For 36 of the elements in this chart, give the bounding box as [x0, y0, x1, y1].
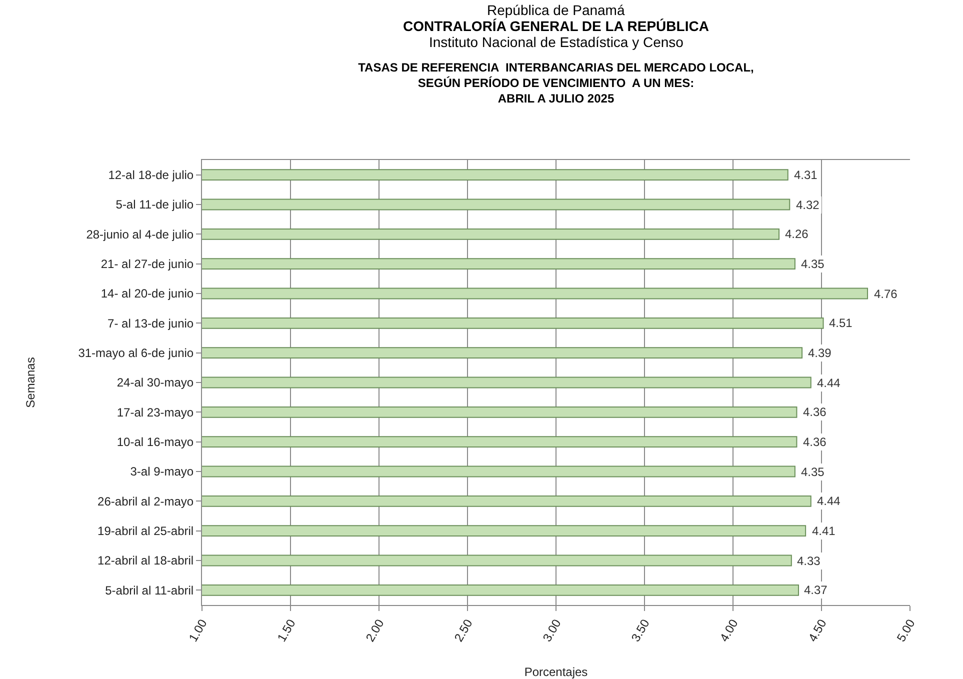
- y-axis-title: Semanas: [23, 357, 38, 408]
- y-tick-label: 5-al 11-de julio: [116, 198, 194, 212]
- y-tick-label: 5-abril al 11-abril: [105, 583, 194, 598]
- data-label: 4.32: [796, 198, 820, 212]
- data-label: 4.36: [803, 435, 827, 449]
- y-tick-label: 19-abril al 25-abril: [98, 524, 194, 538]
- y-tick-label: 26-abril al 2-mayo: [98, 494, 194, 508]
- y-tick-label: 21- al 27-de junio: [100, 257, 194, 272]
- y-tick-label: 28-junio al 4-de julio: [86, 227, 194, 242]
- y-tick-label: 12-al 18-de julio: [108, 168, 194, 182]
- data-label: 4.44: [817, 376, 841, 390]
- data-label: 4.41: [812, 524, 836, 538]
- text: República de Panamá: [487, 2, 625, 18]
- y-tick-label: 24-al 30-mayo: [116, 376, 194, 390]
- y-tick-label: 3-al 9-mayo: [130, 464, 194, 479]
- data-label: 4.39: [808, 346, 832, 360]
- data-label: 4.44: [817, 494, 841, 508]
- data-label: 4.33: [797, 554, 821, 568]
- data-label: 4.51: [829, 316, 853, 330]
- data-label: 4.35: [801, 465, 825, 479]
- y-tick-label: 7- al 13-de junio: [108, 316, 194, 330]
- chart-title: TASAS DE REFERENCIA INTERBANCARIAS DEL MERCADO LOCAL, SEGÚN PERÍODO DE VENCIMIENTO A UN MES: ABRIL A JULIO 2025: [358, 60, 754, 106]
- data-label: 4.36: [803, 405, 827, 419]
- data-label: 4.26: [785, 227, 809, 241]
- data-label: 4.31: [794, 168, 818, 182]
- y-tick-label: 31-mayo al 6-de junio: [78, 346, 194, 360]
- x-axis-title: Porcentajes: [524, 665, 588, 679]
- y-tick-label: 17-al 23-mayo: [116, 405, 194, 420]
- text: CONTRALORÍA GENERAL DE LA REPÚBLICA: [403, 18, 709, 34]
- text: Instituto Nacional de Estadística y Censo: [429, 34, 684, 50]
- y-tick-label: 10-al 16-mayo: [116, 435, 194, 450]
- y-tick-label: 14- al 20-de junio: [100, 286, 194, 301]
- data-label: 4.37: [804, 583, 828, 597]
- data-label: 4.76: [874, 287, 898, 301]
- data-label: 4.35: [801, 257, 825, 271]
- y-tick-label: 12-abril al 18-abril: [98, 554, 194, 568]
